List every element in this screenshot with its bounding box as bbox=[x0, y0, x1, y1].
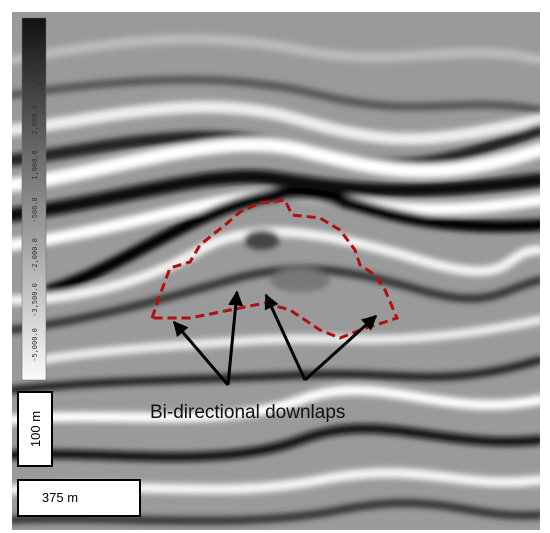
colorbar-label: -5,000.0 bbox=[31, 328, 39, 362]
colorbar-label: 4,000.0 bbox=[31, 60, 39, 90]
colorbar-label: 1,000.0 bbox=[31, 150, 39, 180]
colorbar-labels: 4,000.0 2,500.0 1,000.0 -500.0 -2,000.0 -3,50… bbox=[31, 60, 39, 362]
figure: 4,000.0 2,500.0 1,000.0 -500.0 -2,000.0 -3,50… bbox=[0, 0, 550, 533]
colorbar-label: -500.0 bbox=[31, 197, 39, 222]
colorbar-label: -2,000.0 bbox=[31, 238, 39, 272]
colorbar-label: -3,500.0 bbox=[31, 283, 39, 317]
colorbar-label: 2,500.0 bbox=[31, 105, 39, 135]
seismic-section bbox=[12, 12, 540, 530]
horizontal-scale-label: 375 m bbox=[42, 490, 78, 505]
vertical-scale: 100 m bbox=[18, 392, 52, 466]
vertical-scale-label: 100 m bbox=[28, 411, 43, 447]
horizontal-scale: 375 m bbox=[18, 480, 140, 516]
annotation: Bi-directional downlaps bbox=[150, 402, 345, 423]
